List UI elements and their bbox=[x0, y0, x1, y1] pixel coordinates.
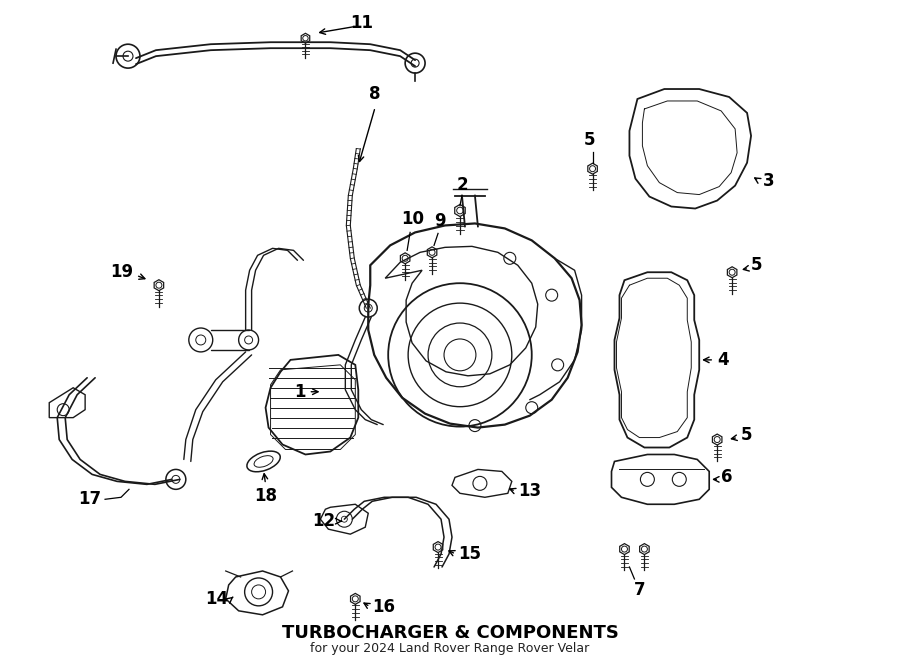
Text: 19: 19 bbox=[110, 263, 133, 281]
Text: 7: 7 bbox=[634, 581, 645, 599]
Text: 5: 5 bbox=[752, 256, 762, 274]
Text: 5: 5 bbox=[584, 131, 595, 149]
Text: 6: 6 bbox=[721, 469, 733, 487]
Text: TURBOCHARGER & COMPONENTS: TURBOCHARGER & COMPONENTS bbox=[282, 624, 618, 641]
Text: 13: 13 bbox=[518, 483, 541, 500]
Text: 14: 14 bbox=[205, 590, 229, 608]
Text: 16: 16 bbox=[373, 598, 395, 616]
Text: 11: 11 bbox=[350, 15, 374, 32]
Text: 15: 15 bbox=[458, 545, 481, 563]
Text: 4: 4 bbox=[717, 351, 729, 369]
Text: 8: 8 bbox=[370, 85, 381, 103]
Text: 12: 12 bbox=[312, 512, 336, 530]
Text: for your 2024 Land Rover Range Rover Velar: for your 2024 Land Rover Range Rover Vel… bbox=[310, 642, 590, 655]
Text: 9: 9 bbox=[434, 213, 446, 230]
Text: 10: 10 bbox=[401, 211, 425, 228]
Text: 18: 18 bbox=[254, 487, 277, 505]
Text: 17: 17 bbox=[78, 491, 101, 508]
Text: 2: 2 bbox=[456, 175, 468, 193]
Text: 3: 3 bbox=[763, 171, 775, 189]
Text: 5: 5 bbox=[741, 426, 752, 444]
Text: 1: 1 bbox=[294, 383, 305, 401]
